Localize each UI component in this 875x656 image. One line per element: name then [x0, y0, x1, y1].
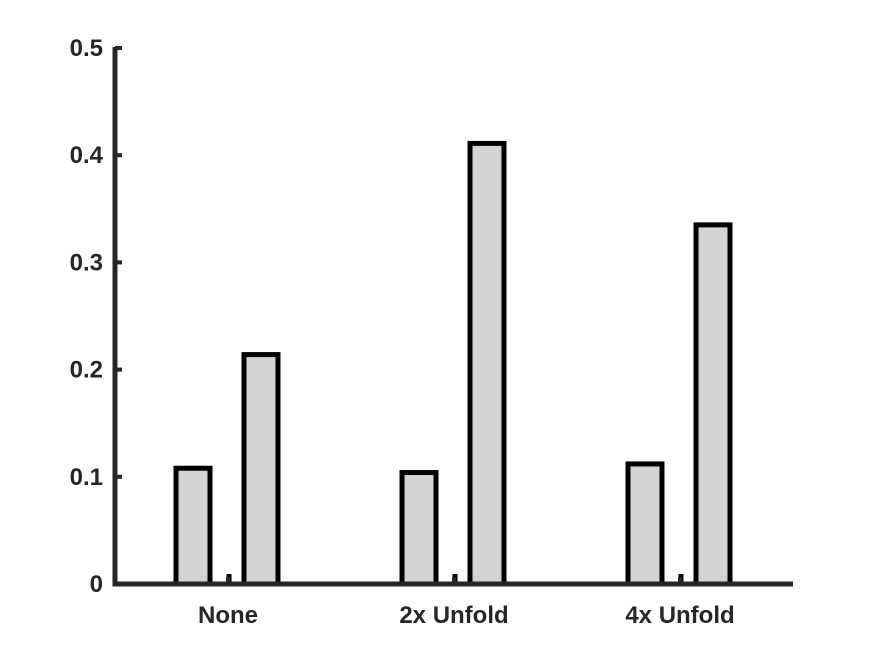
y-tick-label: 0.1: [70, 464, 103, 491]
bar-none-series-2: [241, 352, 281, 587]
bar-2x-unfold-series-2: [467, 140, 507, 587]
y-tick-label: 0.2: [70, 357, 103, 384]
x-category-label: None: [198, 602, 258, 629]
bars-group: [173, 140, 733, 587]
x-category-label: 4x Unfold: [625, 602, 734, 629]
y-tick-label: 0: [90, 571, 103, 598]
y-tick-label: 0.5: [70, 35, 103, 62]
axes-group: [112, 47, 793, 587]
x-category-label: 2x Unfold: [399, 602, 508, 629]
bar-2x-unfold-series-1: [399, 470, 439, 587]
y-ticks-group: 0 0.1 0.2 0.3 0.4 0.5: [70, 35, 122, 598]
bar-none-series-1: [173, 465, 213, 587]
x-ticks-group: None 2x Unfold 4x Unfold: [198, 577, 735, 629]
bar-4x-unfold-series-1: [625, 461, 665, 587]
y-tick-label: 0.4: [70, 142, 104, 169]
y-tick-label: 0.3: [70, 249, 103, 276]
bar-4x-unfold-series-2: [693, 222, 733, 587]
